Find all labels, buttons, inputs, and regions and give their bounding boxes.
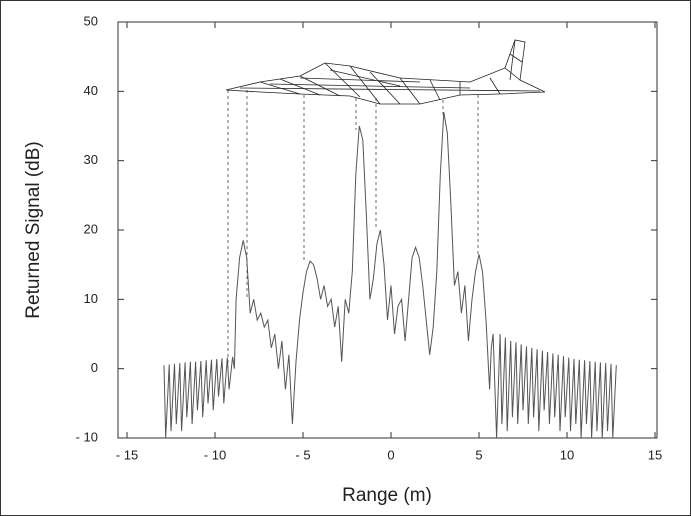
x-tick-label: 10 <box>560 447 574 462</box>
y-tick-label: 30 <box>84 152 98 167</box>
y-tick-label: 50 <box>84 13 98 28</box>
x-tick-label: 15 <box>648 447 662 462</box>
x-tick-label: 5 <box>475 447 482 462</box>
x-tick-label: 0 <box>387 447 394 462</box>
y-tick-label: 10 <box>84 291 98 306</box>
x-tick-label: - 10 <box>204 447 226 462</box>
y-tick-label: - 10 <box>76 429 98 444</box>
y-tick-label: 20 <box>84 221 98 236</box>
y-axis-label: Returned Signal (dB) <box>23 141 44 318</box>
aircraft <box>225 39 546 105</box>
x-tick-label: - 5 <box>295 447 310 462</box>
signal-line <box>163 112 617 439</box>
y-tick-label: 0 <box>91 360 98 375</box>
x-axis-label: Range (m) <box>342 485 432 506</box>
y-tick-label: 40 <box>84 83 98 98</box>
x-tick-label: - 15 <box>116 447 138 462</box>
